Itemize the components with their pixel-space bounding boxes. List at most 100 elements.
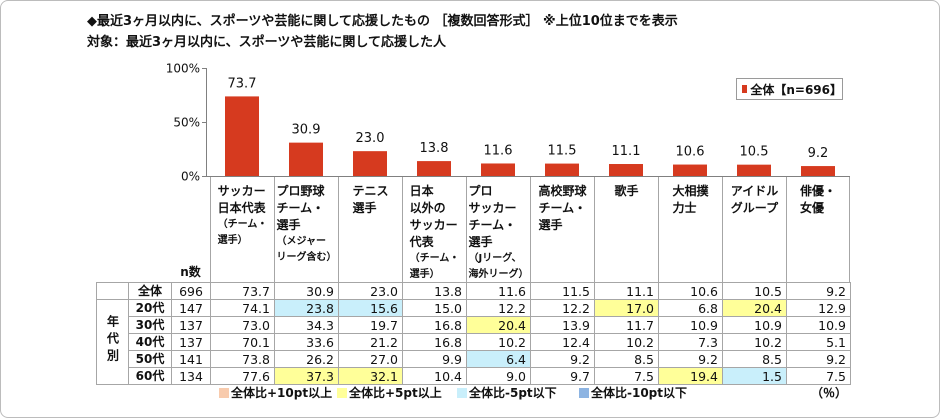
row-label: 20代: [128, 299, 172, 317]
legend-swatch-minus10: [579, 388, 589, 398]
n-value: 141: [171, 350, 211, 368]
table-cell: 13.8: [402, 282, 467, 300]
category-note: （Jリーグ、 海外リーグ）: [468, 253, 529, 280]
y-axis-ticks: 100% 50% 0%: [166, 62, 206, 181]
table-cell: 11.1: [594, 282, 659, 300]
bar-6: [545, 163, 579, 176]
category-note: （メジャー リーグ含む）: [276, 236, 337, 263]
table-cell: 10.6: [658, 282, 723, 300]
n-value: 147: [171, 299, 211, 317]
y-tick-label: 50%: [173, 116, 200, 130]
bar-4: [417, 161, 451, 176]
table-cell: 7.5: [786, 367, 851, 385]
table-cell: 12.2: [530, 299, 595, 317]
category-label-block: 大相撲 力士: [672, 183, 708, 282]
table-cell: 9.2: [530, 350, 595, 368]
category-label: テニス 選手: [352, 184, 389, 215]
category-cell: 大相撲 力士: [658, 177, 722, 282]
bar-9: [737, 164, 771, 176]
category-label: 高校野球 チーム・ 選手: [538, 184, 587, 232]
category-note: （チーム・ 選手）: [217, 219, 268, 246]
category-cell: 歌手: [594, 177, 658, 282]
table-cell: 26.2: [274, 350, 339, 368]
table-cell: 7.5: [594, 367, 659, 385]
category-cell: プロ野球 チーム・ 選手 （メジャー リーグ含む）: [274, 177, 338, 282]
table-cell: 10.4: [402, 367, 467, 385]
chart-title: ◆最近3ヶ月以内に、スポーツや芸能に関して応援したもの ［複数回答形式］ ※上位…: [87, 14, 678, 29]
category-label-block: アイドル グループ: [731, 183, 778, 282]
bar-8: [673, 164, 707, 176]
row-label: 50代: [128, 350, 172, 368]
table-cell: 37.3: [274, 367, 339, 385]
table-cell: 10.2: [594, 333, 659, 351]
table-cell: 16.8: [402, 316, 467, 334]
bar-1: [225, 96, 259, 176]
table-cell: 73.7: [210, 282, 275, 300]
table-cell: 10.9: [658, 316, 723, 334]
table-cell: 32.1: [338, 367, 403, 385]
legend-label-minus5: 全体比-5pt以下: [469, 386, 557, 400]
table-cell: 11.7: [594, 316, 659, 334]
table-cell: 9.0: [466, 367, 531, 385]
n-value: 137: [171, 333, 211, 351]
chart-subtitle: 対象：最近3ヶ月以内に、スポーツや芸能に関して応援した人: [87, 35, 447, 50]
table-row: 50代 141 73.8 26.2 27.0 9.9 6.4 9.2 8.5 9.2 8.5 9.2: [97, 350, 851, 368]
table-cell: 27.0: [338, 350, 403, 368]
table-cell: 10.5: [722, 282, 787, 300]
bar-series: 73.7 30.9 23.0 13.8 11.6 11.5 11.1 10.6 10.5 9.2: [225, 76, 835, 176]
y-tick-label: 100%: [166, 62, 200, 76]
category-label-block: 歌手: [614, 183, 638, 282]
category-cell: テニス 選手: [338, 177, 402, 282]
table-cell: 10.9: [786, 316, 851, 334]
legend-label-plus10: 全体比+10pt以上: [231, 386, 333, 400]
data-table: 全体 696 73.7 30.9 23.0 13.8 11.6 11.5 11.1 10.6 10.…: [96, 282, 851, 385]
table-body: 全体 696 73.7 30.9 23.0 13.8 11.6 11.5 11.1 10.6 10.…: [96, 282, 851, 385]
bar-value-label: 30.9: [292, 123, 321, 138]
table-cell: 21.2: [338, 333, 403, 351]
table-cell: 23.8: [274, 299, 339, 317]
table-cell: 73.8: [210, 350, 275, 368]
category-label: アイドル グループ: [730, 184, 779, 215]
table-cell: 13.9: [530, 316, 595, 334]
table-cell: 6.4: [466, 350, 531, 368]
table-row: 60代 134 77.6 37.3 32.1 10.4 9.0 9.7 7.5 19.4 1.5 7.…: [97, 367, 851, 385]
table-cell: 11.6: [466, 282, 531, 300]
table-cell: 77.6: [210, 367, 275, 385]
table-cell: 10.2: [466, 333, 531, 351]
category-label-block: サッカー 日本代表 （チーム・ 選手）: [218, 183, 268, 282]
bar-7: [609, 164, 643, 176]
category-cell: アイドル グループ: [722, 177, 786, 282]
category-label-block: 日本 以外の サッカー 代表 （チーム・ 選手）: [410, 183, 460, 282]
table-cell: 73.0: [210, 316, 275, 334]
table-cell: 10.9: [722, 316, 787, 334]
bar-value-label: 11.1: [612, 144, 641, 159]
group-cell-empty: [96, 282, 129, 300]
table-cell: 15.6: [338, 299, 403, 317]
table-cell: 34.3: [274, 316, 339, 334]
table-row: 40代 137 70.1 33.6 21.2 16.8 10.2 12.4 10.2 7.3 10.…: [97, 333, 851, 351]
table-cell: 1.5: [722, 367, 787, 385]
table-cell: 19.7: [338, 316, 403, 334]
row-label: 40代: [128, 333, 172, 351]
table-cell: 9.7: [530, 367, 595, 385]
table-cell: 11.5: [530, 282, 595, 300]
table-cell: 30.9: [274, 282, 339, 300]
category-label: 歌手: [614, 184, 639, 198]
row-label: 全体: [128, 282, 172, 300]
table-cell: 17.0: [594, 299, 659, 317]
unit-label: （％）: [811, 386, 848, 400]
row-label: 30代: [128, 316, 172, 334]
table-cell: 74.1: [210, 299, 275, 317]
table-cell: 9.9: [402, 350, 467, 368]
bar-2: [289, 142, 323, 176]
category-cell: 日本 以外の サッカー 代表 （チーム・ 選手）: [402, 177, 466, 282]
category-label-block: テニス 選手: [352, 183, 388, 282]
table-cell: 12.9: [786, 299, 851, 317]
category-label-block: 高校野球 チーム・ 選手: [538, 183, 586, 282]
category-label-block: プロ サッカー チーム・ 選手 （Jリーグ、 海外リーグ）: [469, 183, 529, 282]
chart-legend: 全体【n=696】: [736, 78, 843, 100]
legend-label-plus5: 全体比+5pt以上: [349, 386, 442, 400]
table-cell: 6.8: [658, 299, 723, 317]
bar-value-label: 11.6: [484, 143, 513, 158]
